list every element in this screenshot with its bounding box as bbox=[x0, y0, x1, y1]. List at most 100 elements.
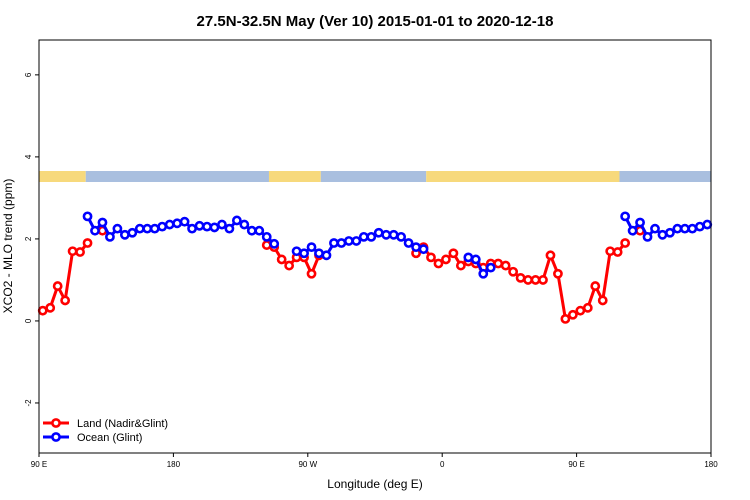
data-point bbox=[448, 248, 459, 259]
x-tick-label: 180 bbox=[167, 460, 181, 469]
data-point bbox=[112, 223, 123, 234]
data-point bbox=[545, 250, 556, 261]
data-point bbox=[679, 223, 690, 234]
data-point bbox=[60, 295, 71, 306]
data-point bbox=[590, 281, 601, 291]
data-point bbox=[702, 219, 713, 230]
data-point bbox=[553, 268, 563, 279]
data-point bbox=[239, 219, 250, 230]
data-point bbox=[105, 231, 115, 242]
data-point bbox=[620, 238, 631, 248]
data-point bbox=[620, 211, 631, 222]
surface-band bbox=[39, 171, 86, 182]
data-point bbox=[635, 217, 645, 228]
y-tick-label: -2 bbox=[24, 399, 33, 407]
data-point bbox=[455, 260, 466, 271]
plot-frame bbox=[38, 39, 712, 454]
x-tick-label: 90 W bbox=[298, 460, 317, 469]
data-point bbox=[314, 248, 324, 259]
data-point bbox=[627, 225, 638, 236]
y-tick-label: 6 bbox=[24, 72, 33, 77]
data-point bbox=[515, 272, 526, 283]
data-point bbox=[373, 227, 384, 238]
data-point bbox=[329, 238, 339, 248]
data-point bbox=[127, 227, 138, 238]
data-point bbox=[269, 238, 280, 249]
data-point bbox=[478, 268, 489, 279]
data-point bbox=[202, 221, 212, 232]
data-point bbox=[605, 246, 616, 257]
data-point bbox=[530, 275, 541, 285]
data-point bbox=[508, 266, 519, 277]
data-point bbox=[299, 248, 309, 259]
data-point bbox=[246, 225, 257, 236]
data-point bbox=[426, 252, 436, 263]
data-point bbox=[493, 258, 504, 269]
data-point bbox=[418, 244, 429, 255]
data-point bbox=[366, 231, 377, 242]
data-point bbox=[575, 305, 586, 316]
data-point bbox=[597, 295, 608, 306]
legend-marker bbox=[51, 418, 61, 428]
data-point bbox=[388, 229, 399, 240]
data-point bbox=[209, 222, 220, 233]
data-point bbox=[560, 313, 571, 324]
legend-label: Ocean (Glint) bbox=[77, 432, 142, 444]
data-point bbox=[261, 240, 272, 250]
x-tick-label: 90 E bbox=[568, 460, 584, 469]
data-point bbox=[187, 223, 197, 234]
y-tick-label: 0 bbox=[24, 318, 33, 323]
data-point bbox=[97, 217, 108, 228]
data-point bbox=[500, 260, 511, 271]
data-point bbox=[582, 302, 593, 313]
data-point bbox=[224, 223, 235, 234]
data-point bbox=[254, 225, 265, 236]
data-point bbox=[67, 246, 78, 257]
data-point bbox=[321, 250, 332, 261]
data-point bbox=[381, 229, 392, 240]
data-point bbox=[470, 254, 481, 265]
data-point bbox=[194, 220, 205, 231]
data-point bbox=[687, 223, 698, 234]
data-point bbox=[261, 231, 272, 242]
data-point bbox=[485, 262, 496, 273]
data-point bbox=[657, 229, 668, 240]
data-point bbox=[90, 225, 100, 236]
chart-title: 27.5N-32.5N May (Ver 10) 2015-01-01 to 2… bbox=[197, 13, 554, 30]
data-point bbox=[291, 246, 302, 257]
data-point bbox=[172, 218, 183, 229]
data-point bbox=[523, 275, 533, 285]
data-point bbox=[336, 238, 347, 248]
data-point bbox=[672, 223, 683, 234]
data-point bbox=[284, 260, 295, 271]
data-point bbox=[52, 281, 63, 291]
legend-marker bbox=[51, 432, 61, 442]
data-point bbox=[433, 258, 444, 269]
data-point bbox=[694, 221, 705, 232]
data-point bbox=[411, 242, 421, 253]
data-point bbox=[82, 238, 93, 248]
data-point bbox=[45, 302, 56, 313]
y-tick-label: 4 bbox=[24, 154, 33, 159]
data-point bbox=[82, 211, 93, 222]
data-point bbox=[650, 223, 660, 234]
data-point bbox=[567, 309, 578, 320]
data-point bbox=[441, 254, 451, 265]
data-point bbox=[75, 247, 85, 257]
data-point bbox=[343, 236, 354, 246]
data-point bbox=[306, 242, 317, 253]
x-tick-label: 0 bbox=[440, 460, 445, 469]
data-point bbox=[276, 254, 287, 265]
data-point bbox=[37, 305, 48, 316]
x-tick-label: 90 E bbox=[31, 460, 47, 469]
x-tick-label: 180 bbox=[704, 460, 718, 469]
data-point bbox=[642, 231, 653, 242]
surface-band bbox=[268, 171, 321, 182]
data-point bbox=[538, 275, 548, 285]
surface-band bbox=[85, 171, 269, 182]
surface-band bbox=[320, 171, 427, 182]
surface-band bbox=[426, 171, 620, 182]
data-point bbox=[149, 223, 160, 234]
data-point bbox=[119, 229, 130, 240]
data-point bbox=[612, 247, 623, 257]
